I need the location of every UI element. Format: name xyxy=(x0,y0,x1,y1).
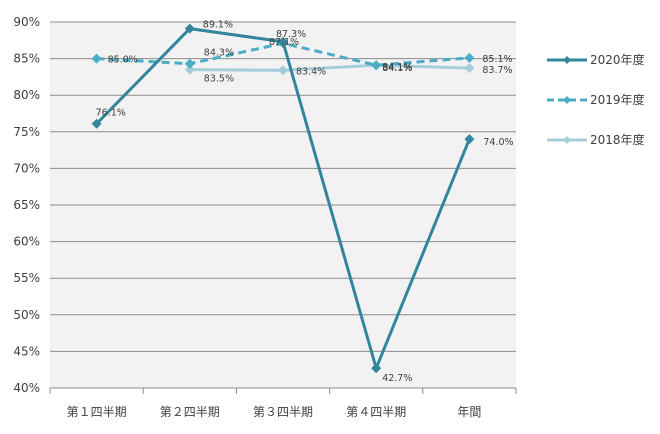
series-line-2018年度 xyxy=(189,63,470,72)
data-label: 85.0% xyxy=(108,55,138,66)
data-point xyxy=(91,53,102,64)
x-tick-label: 第３四半期 xyxy=(253,405,313,419)
data-label: 83.7% xyxy=(482,65,512,76)
y-tick-label: 90% xyxy=(13,15,40,29)
y-tick-label: 50% xyxy=(13,308,40,322)
legend-marker xyxy=(563,136,571,144)
data-point xyxy=(371,60,382,71)
data-point xyxy=(91,118,102,129)
data-point xyxy=(464,134,475,145)
data-point xyxy=(371,363,382,374)
data-label: 42.7% xyxy=(382,373,412,384)
data-point xyxy=(184,58,195,69)
legend-label: 2019年度 xyxy=(590,92,645,107)
y-tick-label: 70% xyxy=(13,161,40,175)
data-label: 76.1% xyxy=(96,108,126,119)
data-label: 84.1% xyxy=(382,63,412,74)
x-tick-label: 年間 xyxy=(457,405,481,419)
legend-marker xyxy=(563,56,571,64)
y-tick-label: 40% xyxy=(13,381,40,395)
legend-marker xyxy=(563,96,571,104)
data-point xyxy=(184,23,195,34)
data-label: 87.1% xyxy=(269,37,299,48)
y-tick-label: 80% xyxy=(13,88,40,102)
y-tick-label: 65% xyxy=(13,198,40,212)
data-label: 85.1% xyxy=(482,54,512,65)
legend-label: 2018年度 xyxy=(590,132,645,147)
y-tick-label: 85% xyxy=(13,52,40,66)
y-tick-label: 45% xyxy=(13,344,40,358)
y-tick-label: 60% xyxy=(13,235,40,249)
data-label: 83.5% xyxy=(204,74,234,85)
legend-label: 2020年度 xyxy=(590,52,645,67)
data-label: 83.4% xyxy=(296,66,326,77)
data-point xyxy=(464,63,475,74)
data-point xyxy=(184,64,195,75)
data-point xyxy=(278,65,288,76)
data-label: 84.3% xyxy=(204,48,234,59)
data-point xyxy=(278,36,288,47)
y-tick-label: 55% xyxy=(13,271,40,285)
y-tick-label: 75% xyxy=(13,125,40,139)
x-tick-label: 第４四半期 xyxy=(346,405,406,419)
data-label: 74.0% xyxy=(483,137,513,148)
x-tick-label: 第１四半期 xyxy=(67,405,127,419)
data-point xyxy=(464,52,475,63)
data-label: 89.1% xyxy=(203,20,233,31)
data-label: 87.3% xyxy=(276,29,306,40)
x-tick-label: 第２四半期 xyxy=(160,405,220,419)
data-label: 84.1% xyxy=(382,62,412,73)
